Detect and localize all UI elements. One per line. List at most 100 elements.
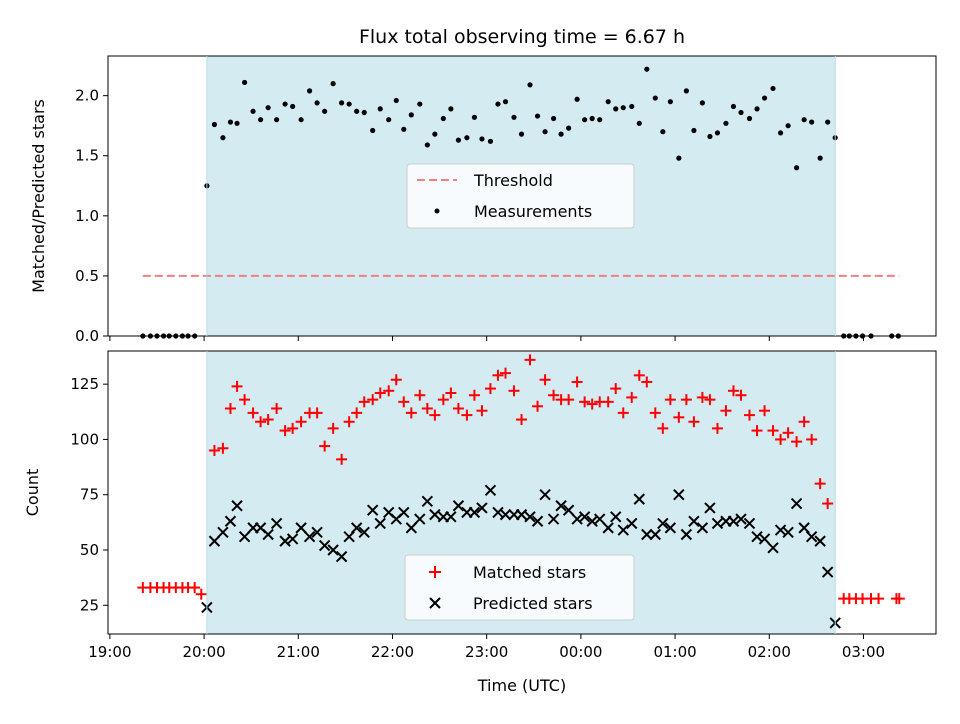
measurement-point	[274, 117, 280, 123]
matched-star-point	[476, 405, 488, 417]
measurement-point	[479, 136, 485, 142]
matched-star-point	[759, 405, 771, 417]
matched-star-point	[633, 369, 645, 381]
predicted-star-point	[555, 500, 567, 512]
measurement-point	[227, 119, 234, 125]
matched-star-point	[336, 453, 348, 465]
matched-star-point	[247, 407, 259, 419]
matched-star-point	[563, 394, 575, 406]
matched-star-point	[217, 442, 229, 454]
measurement-point	[339, 100, 345, 106]
measurement-point	[298, 117, 304, 123]
ratio-y-tick-label: 0.5	[75, 267, 99, 285]
matched-star-point	[673, 411, 685, 423]
chart-title: Flux total observing time = 6.67 h	[359, 26, 685, 48]
matched-star-point	[437, 394, 449, 406]
count-panel: 25 50 75 100 125 19:00 20:00 21:00 22:00 23:00 00…	[23, 350, 937, 695]
ratio-y-tick-label: 1.5	[75, 147, 99, 165]
measurement-point	[408, 112, 414, 118]
measurement-point	[211, 121, 218, 128]
count-y-axis-label: Count	[23, 469, 42, 517]
predicted-star-point	[335, 550, 348, 563]
predicted-star-point	[602, 522, 614, 534]
matched-star-point	[255, 416, 267, 428]
measurement-point	[620, 105, 626, 111]
measurement-point	[234, 120, 240, 126]
measurement-point	[306, 88, 313, 94]
matched-star-point	[579, 396, 591, 408]
ratio-y-tick-label: 0.0	[75, 327, 99, 345]
matched-star-point	[657, 422, 669, 434]
legend-matched-swatch	[429, 566, 441, 578]
predicted-star-point	[673, 489, 685, 501]
matched-star-point	[688, 416, 700, 428]
predicted-star-point	[224, 515, 237, 527]
matched-star-point	[231, 380, 243, 392]
matched-star-point	[727, 385, 739, 397]
matched-star-point	[189, 582, 201, 594]
count-x-tick-label: 20:00	[182, 643, 225, 661]
count-x-tick-label: 23:00	[465, 643, 508, 661]
measurement-point	[250, 108, 256, 114]
matched-star-point	[239, 394, 251, 406]
matched-star-point	[390, 374, 402, 386]
ratio-x-ticks	[109, 336, 864, 341]
predicted-star-point	[295, 522, 307, 534]
predicted-star-point	[476, 502, 488, 514]
matched-star-point	[680, 394, 692, 406]
measurement-point	[801, 117, 807, 123]
predicted-star-point	[499, 508, 512, 521]
predicted-star-point	[664, 522, 677, 534]
measurement-point	[265, 105, 271, 111]
measurement-point	[636, 120, 642, 126]
measurement-point	[440, 115, 446, 122]
predicted-star-point	[231, 500, 243, 512]
matched-star-point	[806, 433, 818, 445]
measurement-point	[290, 103, 296, 110]
predicted-star-point	[350, 522, 363, 534]
matched-star-point	[484, 383, 496, 395]
measurement-point	[220, 135, 226, 141]
matched-star-point	[398, 396, 410, 408]
measurement-point	[455, 137, 462, 143]
measurement-point	[605, 99, 611, 105]
predicted-star-point	[814, 535, 826, 547]
predicted-star-point	[515, 508, 528, 521]
measurement-point	[730, 103, 737, 110]
predicted-star-point	[238, 531, 251, 543]
predicted-star-point	[217, 526, 229, 539]
measurement-point	[566, 125, 572, 131]
measurement-point	[714, 130, 721, 136]
measurement-point	[330, 81, 336, 87]
matched-star-points	[137, 354, 905, 605]
measurement-point	[518, 131, 525, 137]
measurement-point	[777, 130, 784, 136]
matched-star-point	[383, 385, 395, 397]
matched-star-point	[548, 389, 560, 401]
predicted-star-point	[696, 522, 709, 534]
predicted-star-point	[452, 500, 465, 512]
matched-star-point	[532, 400, 544, 412]
measurement-point	[825, 119, 831, 125]
matched-star-point	[571, 376, 583, 388]
predicted-star-point	[782, 526, 794, 539]
matched-star-point	[461, 409, 473, 421]
matched-star-point	[798, 416, 810, 428]
predicted-star-point	[641, 528, 653, 541]
measurement-point	[558, 131, 564, 137]
measurement-point	[377, 106, 383, 112]
predicted-star-point	[531, 515, 544, 527]
matched-star-point	[224, 402, 236, 414]
measurement-point	[691, 127, 697, 134]
matched-star-point	[279, 425, 291, 437]
matched-star-point	[822, 498, 834, 510]
legend-threshold-label: Threshold	[473, 171, 553, 190]
count-x-tick-label: 02:00	[748, 643, 791, 661]
measurement-point	[495, 101, 501, 107]
predicted-star-point	[484, 484, 497, 496]
count-x-tick-label: 01:00	[653, 643, 696, 661]
predicted-star-points	[201, 484, 841, 629]
predicted-star-point	[358, 526, 370, 539]
matched-star-point	[208, 444, 220, 456]
measurement-point	[424, 142, 430, 148]
